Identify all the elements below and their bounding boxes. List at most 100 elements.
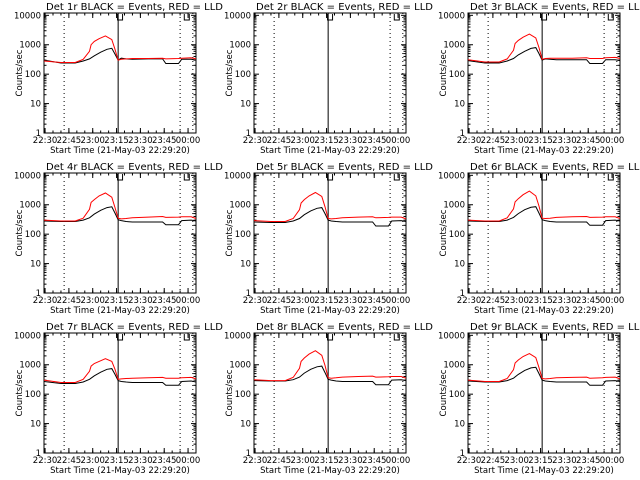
lld-series-line	[253, 350, 407, 382]
x-tick-label: 22:30	[457, 296, 482, 306]
lld-series-line	[43, 358, 197, 383]
y-tick-label: 10	[30, 260, 41, 270]
x-tick-label: 23:00	[290, 296, 315, 306]
y-tick-label: 100	[449, 70, 465, 80]
x-tick-label: 23:45	[576, 136, 601, 146]
plot-frame	[43, 172, 197, 294]
y-tick-label: 1000	[443, 361, 465, 371]
y-tick-label: 1	[246, 449, 251, 459]
flag-box	[607, 14, 614, 21]
y-tick-label: 10	[240, 420, 251, 430]
x-tick-label: 23:30	[552, 296, 577, 306]
x-tick-label: 23:30	[338, 296, 363, 306]
y-tick-label: 10000	[224, 331, 251, 341]
lld-series-line	[253, 191, 407, 222]
x-tick-label: 23:15	[314, 456, 339, 466]
x-tick-label: 23:45	[152, 136, 177, 146]
events-series-line	[253, 365, 407, 386]
lld-series-line	[467, 190, 621, 222]
y-tick-label: 100	[235, 230, 251, 240]
x-tick-label: 22:30	[457, 136, 482, 146]
x-axis-label: Start Time (21-May-03 22:29:20)	[260, 146, 400, 156]
detector-panel: Det 9r BLACK = Events, RED = LLD 1 10 100 10…	[438, 322, 640, 476]
panel-title: Det 1r BLACK = Events, RED = LLD	[46, 2, 223, 13]
y-tick-label: 1	[246, 129, 251, 139]
detector-panel: Det 6r BLACK = Events, RED = LLD 1 10 100 10…	[438, 162, 640, 316]
x-tick-label: 22:30	[457, 456, 482, 466]
flag-box	[393, 174, 400, 181]
events-series-line	[253, 207, 407, 227]
x-tick-label: 23:30	[338, 136, 363, 146]
y-tick-label: 10	[454, 420, 465, 430]
y-tick-label: 10	[240, 260, 251, 270]
y-tick-label: 100	[25, 70, 41, 80]
y-tick-label: 100	[25, 390, 41, 400]
flag-box	[541, 14, 548, 21]
y-axis-label: Counts/sec	[439, 209, 449, 256]
x-tick-label: 00:00	[176, 136, 201, 146]
y-tick-label: 10	[454, 100, 465, 110]
plot-frame	[253, 12, 407, 134]
x-tick-label: 22:30	[33, 136, 58, 146]
y-tick-label: 1000	[443, 201, 465, 211]
x-tick-label: 23:45	[152, 296, 177, 306]
x-tick-label: 23:00	[290, 136, 315, 146]
detector-panel: Det 1r BLACK = Events, RED = LLD 1 10 100 10…	[14, 2, 223, 156]
flag-box	[183, 14, 190, 21]
y-tick-label: 1	[460, 289, 465, 299]
y-tick-label: 100	[235, 70, 251, 80]
events-series-line	[467, 206, 621, 226]
y-tick-label: 1000	[229, 41, 251, 51]
x-axis-label: Start Time (21-May-03 22:29:20)	[260, 306, 400, 316]
x-tick-label: 23:45	[362, 296, 387, 306]
y-tick-label: 1	[36, 289, 41, 299]
lld-series-line	[43, 35, 197, 63]
plot-frame	[253, 172, 407, 294]
detector-panel: Det 4r BLACK = Events, RED = LLD 1 10 100 10…	[14, 162, 223, 316]
panel-title: Det 2r BLACK = Events, RED = LLD	[256, 2, 433, 13]
x-axis-label: Start Time (21-May-03 22:29:20)	[474, 146, 614, 156]
plot-frame	[467, 332, 621, 454]
x-tick-label: 22:30	[243, 296, 268, 306]
flag-box	[183, 334, 190, 341]
x-tick-label: 23:30	[552, 136, 577, 146]
y-tick-label: 1	[460, 449, 465, 459]
x-tick-label: 00:00	[386, 296, 411, 306]
y-tick-label: 10000	[438, 331, 465, 341]
x-tick-label: 22:45	[267, 456, 292, 466]
x-tick-label: 23:00	[504, 456, 529, 466]
y-tick-label: 10000	[224, 11, 251, 21]
events-series-line	[43, 368, 197, 386]
detector-panel: Det 2r BLACK = Events, RED = LLD 1 10 100 10…	[224, 2, 433, 156]
y-axis-label: Counts/sec	[225, 49, 235, 96]
detector-panel: Det 3r BLACK = Events, RED = LLD 1 10 100 10…	[438, 2, 640, 156]
panel-title: Det 3r BLACK = Events, RED = LLD	[470, 2, 640, 13]
y-tick-label: 10000	[14, 331, 41, 341]
plot-frame	[43, 12, 197, 134]
x-tick-label: 23:45	[576, 296, 601, 306]
x-tick-label: 22:30	[33, 456, 58, 466]
x-axis-label: Start Time (21-May-03 22:29:20)	[50, 146, 190, 156]
flag-box	[117, 14, 124, 21]
lld-series-line	[467, 33, 621, 63]
x-tick-label: 23:15	[104, 136, 129, 146]
flag-box	[117, 334, 124, 341]
events-series-line	[467, 47, 621, 64]
y-tick-label: 10	[240, 100, 251, 110]
x-tick-label: 23:30	[128, 136, 153, 146]
x-tick-label: 23:15	[528, 456, 553, 466]
flag-box	[607, 174, 614, 181]
lld-series-line	[467, 353, 621, 382]
y-tick-label: 1000	[19, 41, 41, 51]
x-tick-label: 22:45	[57, 296, 82, 306]
x-tick-label: 23:00	[504, 296, 529, 306]
plot-frame	[467, 172, 621, 294]
x-tick-label: 00:00	[600, 136, 625, 146]
y-tick-label: 10000	[438, 11, 465, 21]
events-series-line	[43, 206, 197, 226]
y-tick-label: 1000	[229, 201, 251, 211]
x-tick-label: 23:00	[80, 456, 105, 466]
x-axis-label: Start Time (21-May-03 22:29:20)	[260, 466, 400, 476]
y-axis-label: Counts/sec	[225, 369, 235, 416]
x-tick-label: 22:30	[33, 296, 58, 306]
